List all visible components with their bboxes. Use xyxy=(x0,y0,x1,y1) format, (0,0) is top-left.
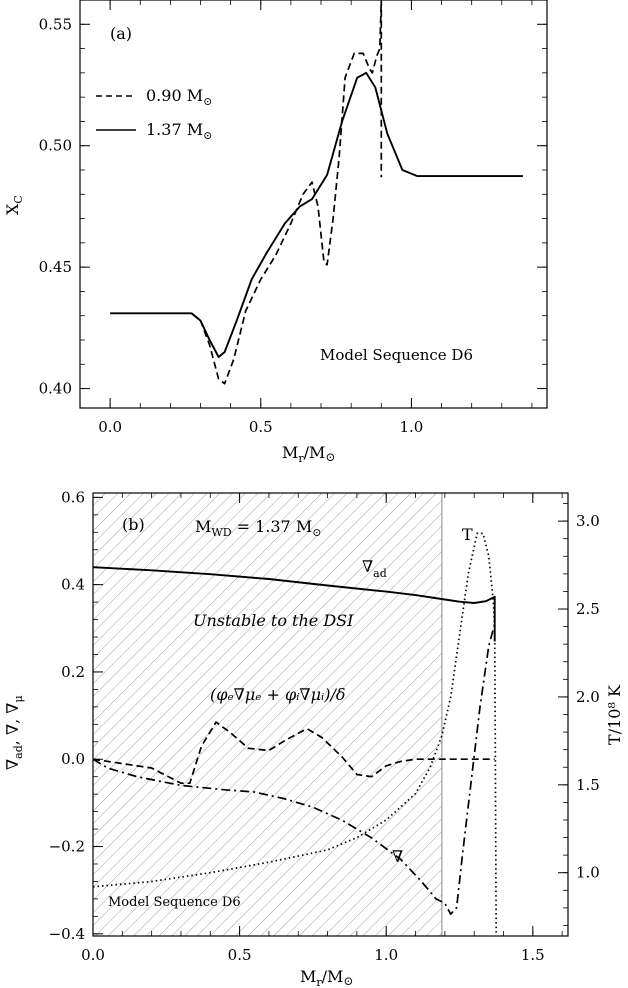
panel-b-title: MWD = 1.37 M⊙ xyxy=(195,517,321,539)
y2-tick-label: 2.5 xyxy=(576,600,600,618)
series-line-2 xyxy=(93,623,496,916)
y-tick-label: 0.45 xyxy=(39,258,72,276)
panel-b: 0.0 0.5 1.0 1.5 −0.4 −0.2 0.0 0.2 0.4 0.6 1.0 1.5 2.… xyxy=(3,488,624,988)
series-line-0 xyxy=(93,566,496,642)
unstable-region-hatch xyxy=(93,493,442,936)
legend-item-1-label: 1.37 M⊙ xyxy=(146,120,212,142)
series-line-1 xyxy=(110,71,523,358)
series-line-0 xyxy=(190,0,383,385)
y-tick-label: 0.40 xyxy=(39,380,72,398)
panel-a-xlabel: Mr/M⊙ xyxy=(282,443,336,465)
x-tick-label: 1.5 xyxy=(521,946,545,964)
y2-tick-label: 1.0 xyxy=(576,864,600,882)
mu-gradient-label: (φₑ∇μₑ + φᵢ∇μᵢ)/δ xyxy=(210,685,345,704)
y2-tick-label: 2.0 xyxy=(576,688,600,706)
x-tick-label: 1.0 xyxy=(374,946,398,964)
x-tick-label: 1.0 xyxy=(399,418,423,436)
nabla-label: ∇ xyxy=(392,847,403,866)
panel-b-annotation: Model Sequence D6 xyxy=(108,895,241,910)
nabla-ad-label: ∇ad xyxy=(362,557,387,580)
y-tick-label: 0.6 xyxy=(61,488,85,506)
panel-a: 0.0 0.5 1.0 0.40 0.45 0.50 0.55 (a) 0.90 M⊙ 1.… xyxy=(3,0,548,465)
panel-a-legend: 0.90 M⊙ 1.37 M⊙ xyxy=(96,86,212,142)
y-tick-label: 0.0 xyxy=(61,750,85,768)
x-tick-label: 0.5 xyxy=(249,418,273,436)
x-tick-label: 0.0 xyxy=(98,418,122,436)
legend-item-0-label: 0.90 M⊙ xyxy=(146,86,212,108)
y2-tick-label: 1.5 xyxy=(576,776,600,794)
x-tick-label: 0.5 xyxy=(228,946,252,964)
panel-b-y2label: T/10⁸ K xyxy=(605,684,624,745)
panel-b-ylabel: ∇ad, ∇, ∇μ xyxy=(3,695,25,770)
y-tick-label: 0.4 xyxy=(61,576,85,594)
y-tick-label: 0.55 xyxy=(39,15,72,33)
temperature-label: T xyxy=(462,525,473,544)
panel-b-xlabel: Mr/M⊙ xyxy=(300,967,354,988)
panel-a-label: (a) xyxy=(110,24,132,43)
y-tick-label: 0.2 xyxy=(61,663,85,681)
panel-a-ticks xyxy=(79,0,547,408)
unstable-region-label: Unstable to the DSI xyxy=(193,611,354,630)
panel-b-tick-labels: 0.0 0.5 1.0 1.5 −0.4 −0.2 0.0 0.2 0.4 0.6 1.0 1.5 2.… xyxy=(49,488,600,964)
panel-b-label: (b) xyxy=(122,515,145,534)
series-line-1 xyxy=(93,721,495,785)
y2-tick-label: 3.0 xyxy=(576,512,600,530)
panel-a-series xyxy=(110,0,523,385)
panel-a-frame xyxy=(79,0,548,409)
panel-a-tick-labels: 0.0 0.5 1.0 0.40 0.45 0.50 0.55 xyxy=(39,15,424,436)
panel-a-annotation: Model Sequence D6 xyxy=(320,346,473,364)
y-tick-label: −0.2 xyxy=(49,838,85,856)
x-tick-label: 0.0 xyxy=(81,946,105,964)
y-tick-label: 0.50 xyxy=(39,137,72,155)
panel-b-series xyxy=(93,532,498,936)
y-tick-label: −0.4 xyxy=(49,925,85,943)
panel-a-ylabel: XC xyxy=(3,195,25,215)
